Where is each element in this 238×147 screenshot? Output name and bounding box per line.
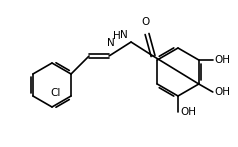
Text: Cl: Cl <box>51 88 61 98</box>
Text: OH: OH <box>215 55 231 65</box>
Text: OH: OH <box>215 87 231 97</box>
Text: H: H <box>113 31 121 41</box>
Text: O: O <box>141 17 149 27</box>
Text: N: N <box>107 38 115 48</box>
Text: OH: OH <box>180 107 196 117</box>
Text: N: N <box>120 30 128 40</box>
